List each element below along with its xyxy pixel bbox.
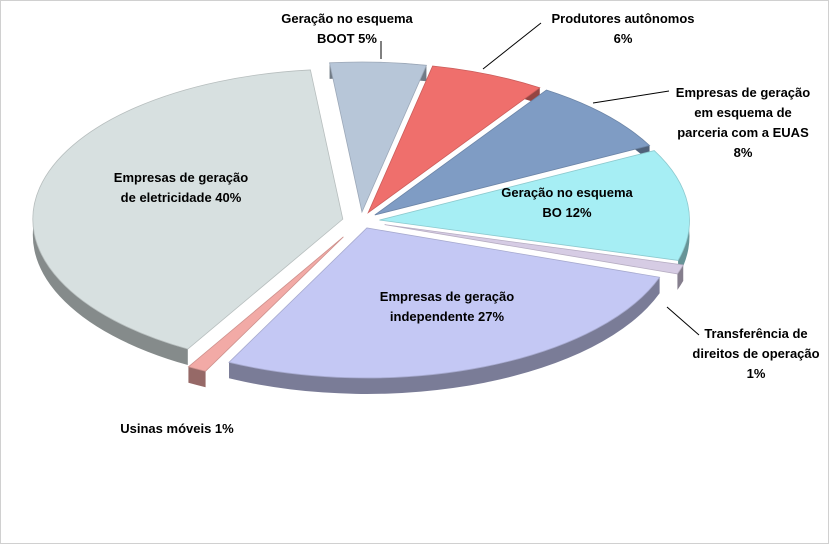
leader-line-3 <box>592 90 670 104</box>
pie-slice-top-5 <box>384 224 684 275</box>
pie-slice-top-7 <box>187 236 344 372</box>
pie-slice-6 <box>228 227 661 394</box>
slice-label-8-line-2: de eletricidade 40% <box>121 190 242 205</box>
slice-label-3-line-3: parceria com a EUAS <box>677 125 809 140</box>
slice-label-3: Empresas de geração em esquema de parceria… <box>676 85 810 160</box>
slice-label-2: Produtores autônomos 6% <box>551 11 694 46</box>
pie-slice-side-6 <box>229 277 660 394</box>
slice-label-8-line-1: Empresas de geração <box>114 170 248 185</box>
pie-slice-top-6 <box>228 227 661 379</box>
slice-label-1-line-1: Geração no esquema <box>281 11 413 26</box>
slice-label-3-line-1: Empresas de geração <box>676 85 810 100</box>
slice-label-1: Geração no esquema BOOT 5% <box>281 11 413 46</box>
slice-label-5-line-1: Transferência de <box>704 326 807 341</box>
leader-line-5 <box>666 306 700 336</box>
pie-slice-7 <box>187 236 344 388</box>
pie-slice-top-4 <box>379 150 690 261</box>
pie-slice-side-7 <box>188 366 206 388</box>
pie-slice-3 <box>374 89 651 216</box>
slice-label-1-line-2: BOOT 5% <box>317 31 377 46</box>
slice-label-5-line-3: 1% <box>747 366 766 381</box>
pie-slice-top-2 <box>367 65 541 214</box>
slice-label-4-line-2: BO 12% <box>542 205 592 220</box>
pie-slice-8 <box>32 69 344 366</box>
pie-slice-2 <box>367 65 541 214</box>
slice-label-4: Geração no esquema BO 12% <box>501 185 633 220</box>
leader-line-2 <box>482 22 542 70</box>
pie-slice-side-5 <box>677 264 684 290</box>
pie-slice-top-1 <box>329 61 428 214</box>
slice-label-6-line-2: independente 27% <box>390 309 505 324</box>
slice-label-3-line-2: em esquema de <box>694 105 792 120</box>
slice-label-5: Transferência de direitos de operação 1% <box>692 326 819 381</box>
slice-label-3-line-4: 8% <box>734 145 753 160</box>
pie-slice-5 <box>384 224 684 290</box>
pie-slice-top-8 <box>32 69 344 350</box>
slice-label-8: Empresas de geração de eletricidade 40% <box>114 170 248 205</box>
slice-label-4-line-1: Geração no esquema <box>501 185 633 200</box>
pie-slice-1 <box>329 61 428 214</box>
slice-label-7: Usinas móveis 1% <box>120 421 234 436</box>
slice-label-5-line-2: direitos de operação <box>692 346 819 361</box>
slice-label-6: Empresas de geração independente 27% <box>380 289 514 324</box>
slice-label-6-line-1: Empresas de geração <box>380 289 514 304</box>
pie-slice-4 <box>379 150 690 277</box>
slice-label-7-line-1: Usinas móveis 1% <box>120 421 234 436</box>
pie-slice-top-3 <box>374 89 651 216</box>
slice-label-2-line-2: 6% <box>614 31 633 46</box>
slice-label-2-line-1: Produtores autônomos <box>551 11 694 26</box>
